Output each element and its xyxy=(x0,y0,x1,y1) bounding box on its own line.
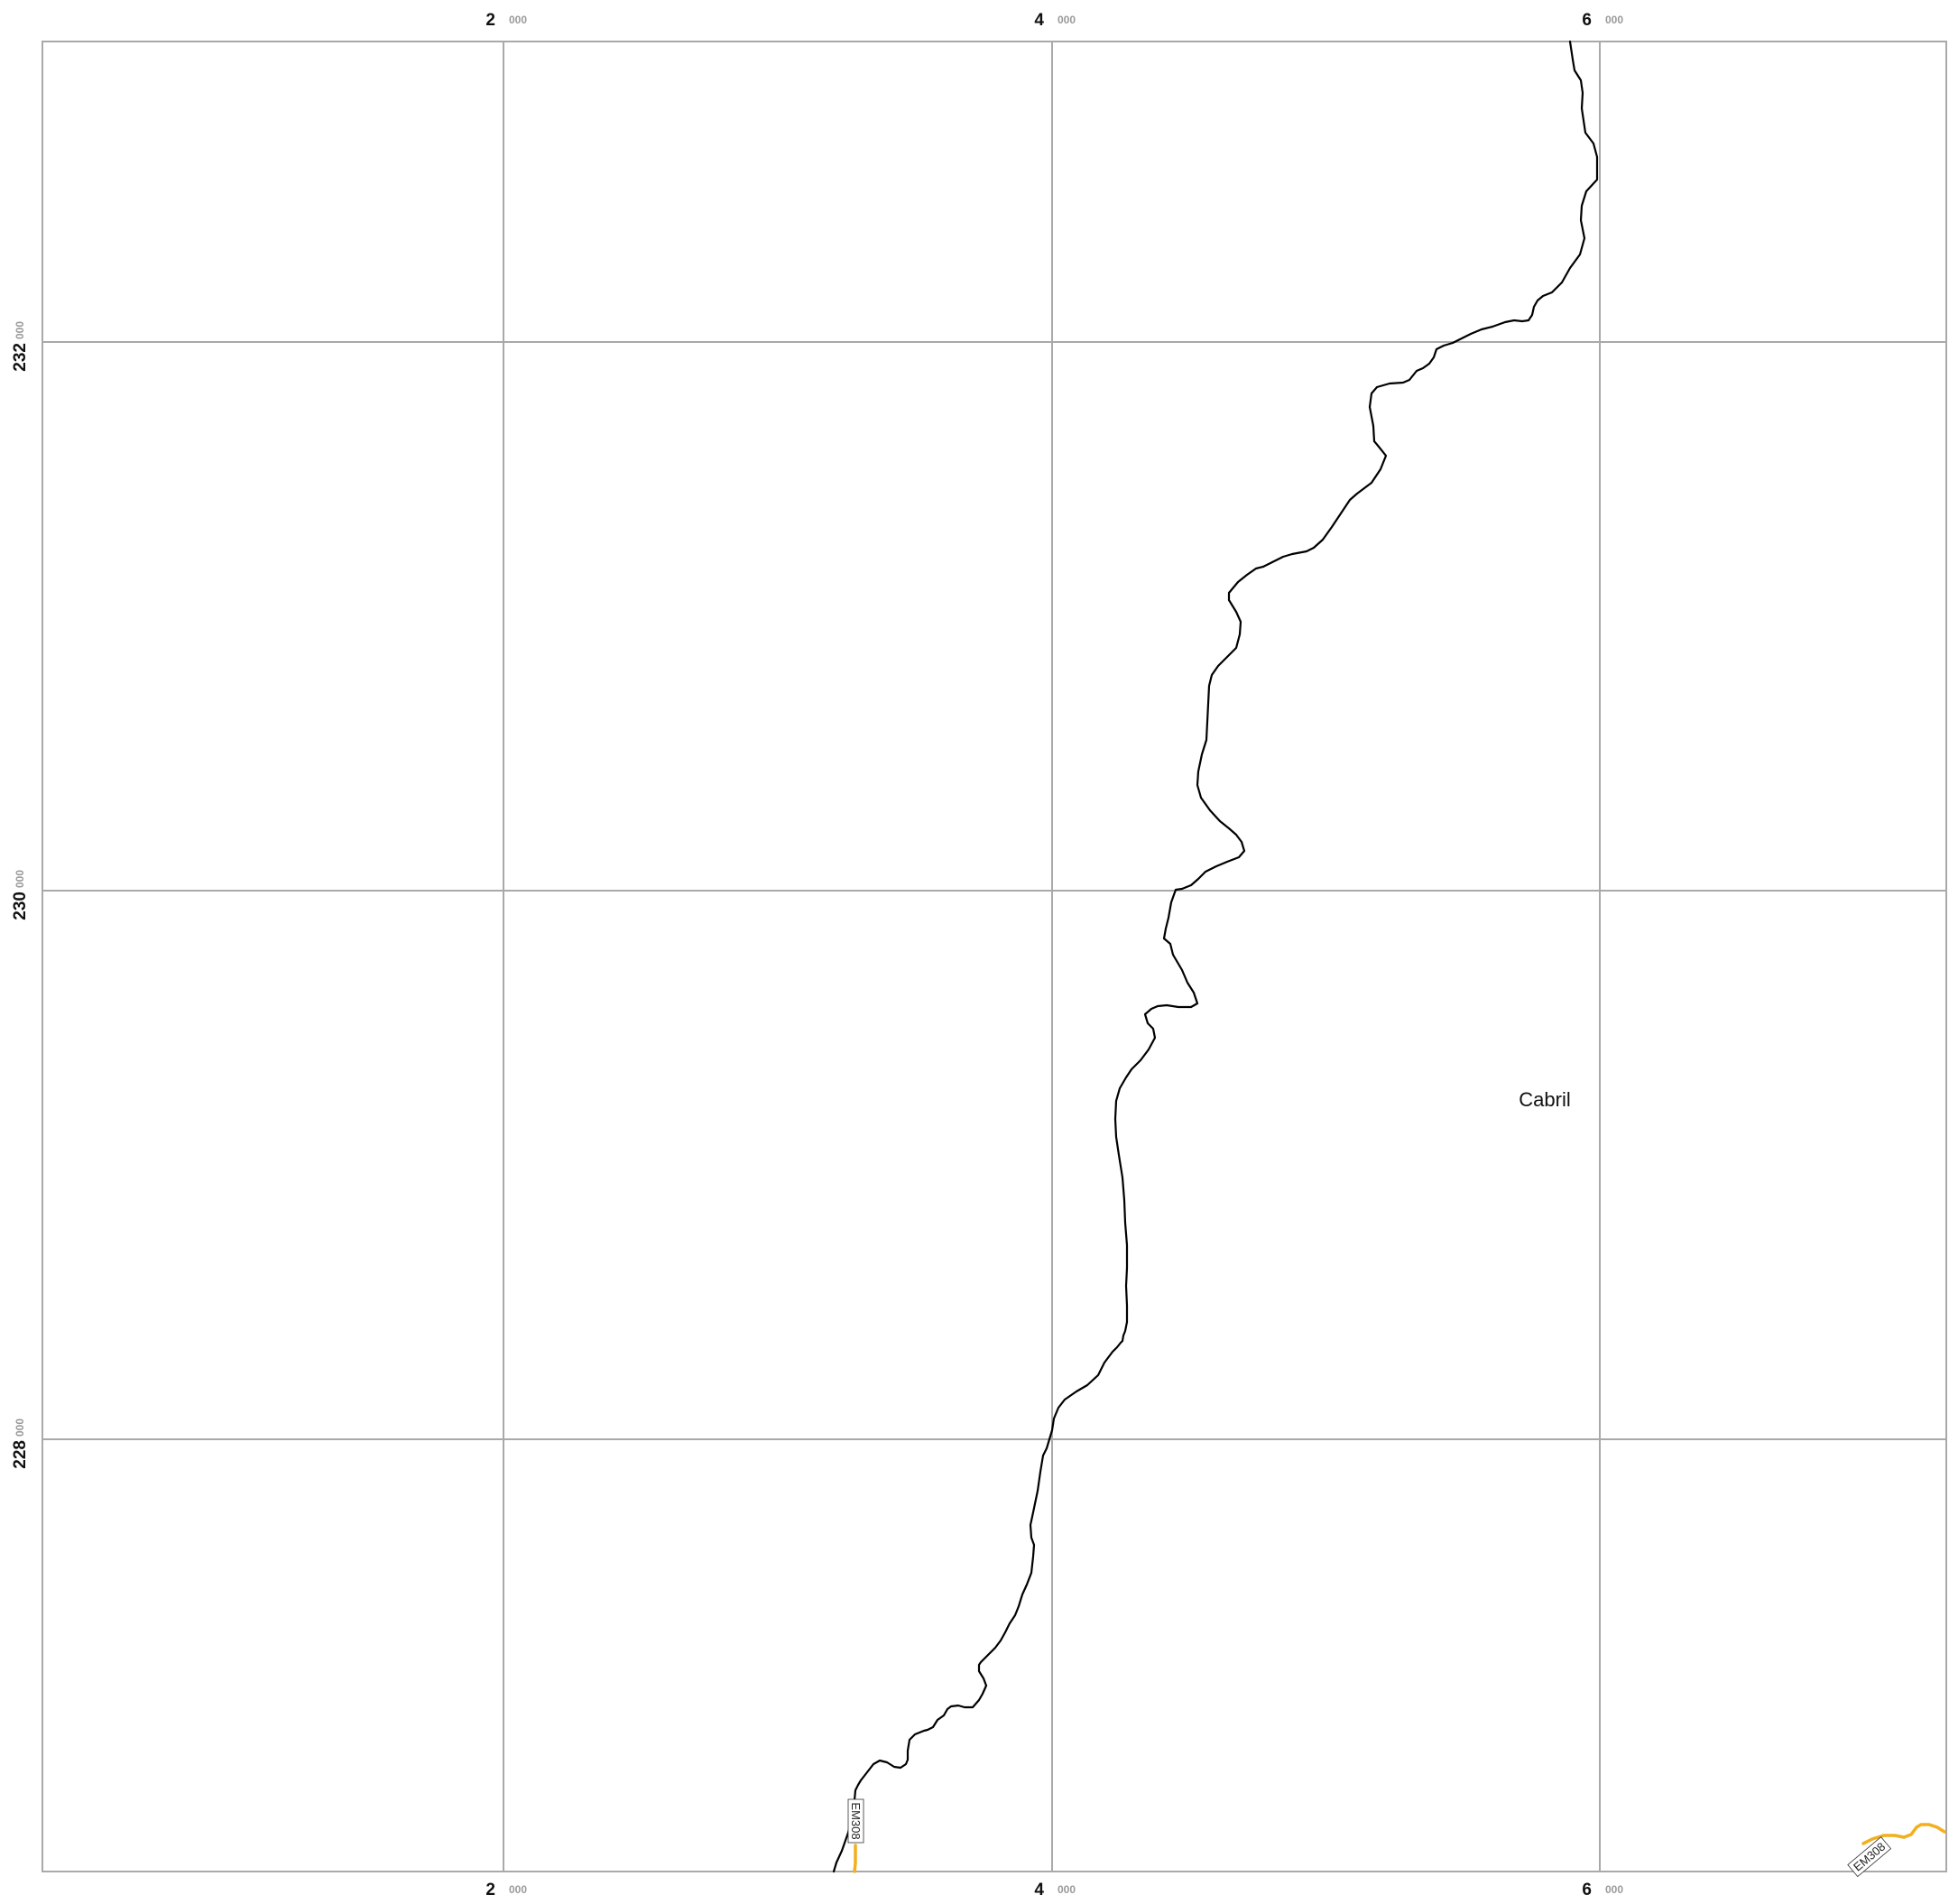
road-label-west-text: EM308 xyxy=(849,1802,863,1839)
x-label-bottom-2: 2 xyxy=(485,1881,495,1899)
map-frame xyxy=(42,41,1947,1872)
x-labels-bottom: 2 000 4 000 6 000 xyxy=(485,1881,1623,1899)
x-labels-top: 2 000 4 000 6 000 xyxy=(485,11,1623,30)
road-label-east-box xyxy=(1847,1836,1892,1878)
x-label-bottom-6: 6 xyxy=(1582,1881,1592,1899)
place-label-cabril: Cabril xyxy=(1519,1088,1570,1111)
y-label-230000-minor: 000 xyxy=(14,870,26,888)
x-label-top-6-minor: 000 xyxy=(1605,14,1623,26)
y-label-232000-major: 232 xyxy=(11,343,30,372)
y-label-232000: 232 000 xyxy=(11,321,30,372)
boundary-line xyxy=(832,40,1599,1873)
road-em308-segment-west xyxy=(853,1844,857,1873)
x-label-top-2: 2 xyxy=(485,11,495,30)
y-label-230000: 230 000 xyxy=(11,870,30,920)
x-label-bottom-2-minor: 000 xyxy=(509,1883,527,1896)
x-label-bottom-6-minor: 000 xyxy=(1605,1883,1623,1896)
x-label-top-2-minor: 000 xyxy=(509,14,527,26)
y-label-232000-minor: 000 xyxy=(14,321,26,339)
y-label-230000-major: 230 xyxy=(11,892,30,920)
x-label-bottom-4-minor: 000 xyxy=(1058,1883,1076,1896)
x-label-bottom-4: 4 xyxy=(1034,1881,1044,1899)
grid-lines xyxy=(42,42,1946,1872)
y-label-228000-minor: 000 xyxy=(14,1419,26,1437)
x-label-top-4-minor: 000 xyxy=(1058,14,1076,26)
y-label-228000: 228 000 xyxy=(11,1419,30,1469)
y-label-228000-major: 228 xyxy=(11,1440,30,1469)
x-label-top-4: 4 xyxy=(1034,11,1044,30)
road-em308-segment-east xyxy=(1861,1823,1946,1845)
road-label-west: EM308 xyxy=(847,1798,864,1844)
x-label-top-6: 6 xyxy=(1582,11,1592,30)
road-label-west-box xyxy=(847,1798,864,1844)
